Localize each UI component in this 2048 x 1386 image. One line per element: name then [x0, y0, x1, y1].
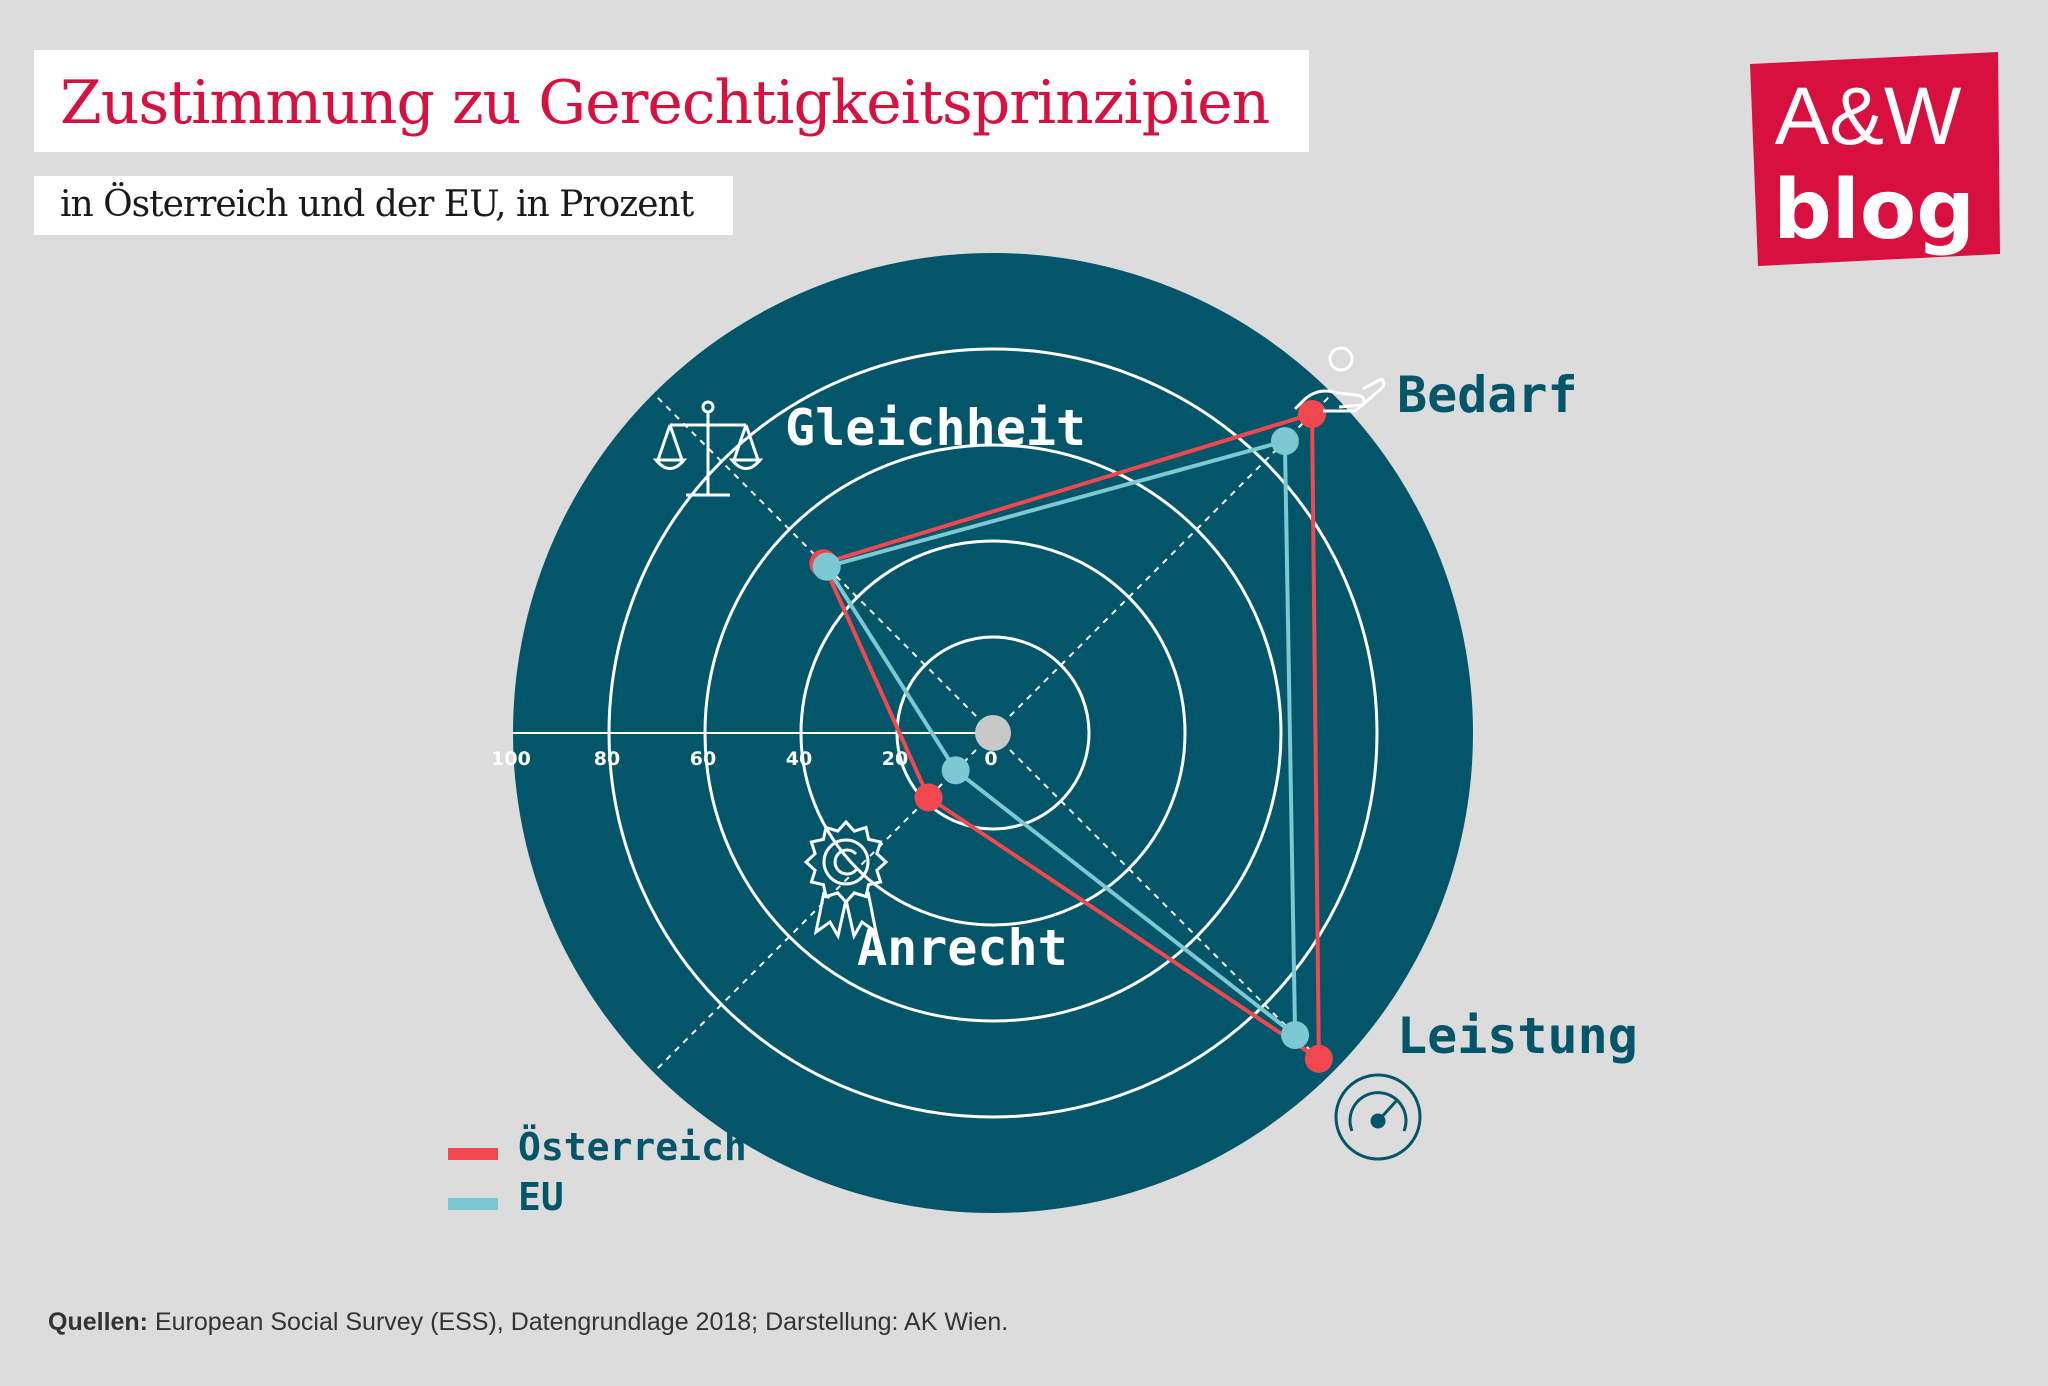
scale-tick-label: 80	[594, 748, 620, 770]
title-box: Zustimmung zu Gerechtigkeitsprinzipien	[34, 50, 1310, 152]
logo-line2: blog	[1773, 163, 1975, 258]
scale-tick-label: 20	[882, 748, 908, 770]
chart-subtitle: in Österreich und der EU, in Prozent	[60, 184, 694, 225]
radar-scale: 100 80 60 40 20 0	[491, 732, 998, 770]
axis-label: Bedarf	[1397, 366, 1578, 424]
scales-icon	[652, 400, 764, 497]
speedometer-icon	[1334, 1073, 1422, 1161]
radar-icons	[652, 346, 1422, 1161]
subtitle-box: in Österreich und der EU, in Prozent	[34, 176, 734, 235]
series-point	[1298, 399, 1327, 428]
axis-label: Anrecht	[857, 919, 1068, 977]
source-note: Quellen: European Social Survey (ESS), D…	[48, 1308, 1008, 1337]
chart-legend: Österreich EU	[448, 1125, 747, 1219]
series-point	[941, 756, 970, 785]
source-label: Quellen:	[48, 1308, 149, 1336]
scale-tick-label: 0	[984, 748, 997, 770]
logo-line1: A&W	[1775, 71, 1962, 162]
scale-tick-label: 60	[690, 748, 716, 770]
helping-hand-icon	[1293, 346, 1386, 413]
scale-tick-label: 100	[491, 748, 531, 770]
chart-title: Zustimmung zu Gerechtigkeitsprinzipien	[60, 68, 1270, 138]
series-point	[1304, 1044, 1333, 1073]
legend-swatch	[448, 1198, 498, 1210]
source-text: European Social Survey (ESS), Datengrund…	[154, 1308, 1009, 1336]
radar-axis-line	[992, 732, 1334, 1074]
rosette-award-icon	[803, 819, 889, 941]
radar-axis-labels: Gleichheit Bedarf Leistung Anrecht	[785, 366, 1638, 1065]
legend-label: Österreich	[518, 1125, 747, 1169]
axis-label: Gleichheit	[785, 399, 1086, 457]
legend-swatch	[448, 1148, 498, 1160]
radar-series	[809, 399, 1333, 1073]
series-point	[812, 552, 841, 581]
legend-label: EU	[518, 1175, 564, 1219]
series-point	[914, 783, 943, 812]
scale-tick-label: 40	[786, 748, 812, 770]
radar-center-dot	[975, 715, 1011, 751]
aw-blog-logo: A&W blog	[1750, 52, 2000, 266]
series-point	[1281, 1021, 1310, 1050]
series-point	[1270, 427, 1299, 456]
axis-label: Leistung	[1397, 1007, 1638, 1065]
